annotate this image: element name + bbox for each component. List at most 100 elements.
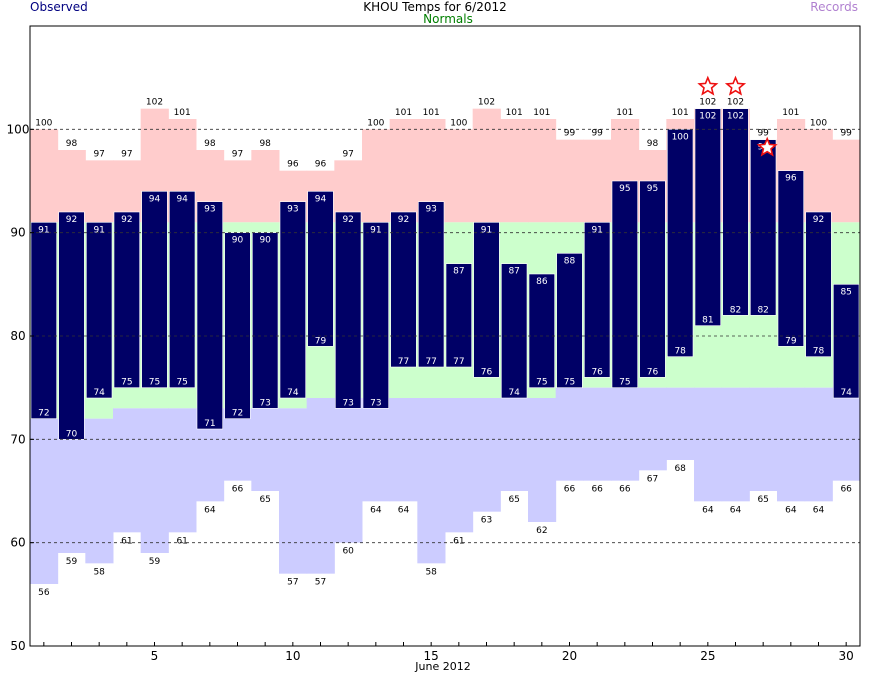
observed-high-label: 94 [149,194,161,204]
record-high-label: 98 [204,139,216,149]
record-high-label: 101 [782,108,799,118]
record-low-label: 57 [315,578,326,588]
legend-observed: Observed [30,0,88,14]
record-high-label: 100 [35,118,52,128]
x-tick-label: 30 [839,649,854,663]
record-low-label: 67 [647,474,658,484]
observed-bar [58,211,85,440]
record-low-band [389,398,418,502]
observed-bar [279,201,306,399]
observed-bar [113,211,140,388]
record-low-band [251,408,280,491]
record-low-label: 65 [757,495,768,505]
x-tick-label: 10 [285,649,300,663]
y-tick-label: 80 [10,329,25,343]
record-high-label: 101 [423,108,440,118]
observed-high-label: 88 [564,256,576,266]
record-low-label: 64 [204,505,216,515]
observed-high-label: 91 [370,225,381,235]
observed-high-label: 91 [38,225,49,235]
record-high-label: 100 [367,118,384,128]
record-star-icon [756,136,778,157]
observed-low-label: 70 [66,429,78,439]
record-high-label: 99 [591,129,603,139]
record-low-band [362,398,391,502]
y-tick-label: 50 [10,639,25,653]
record-high-label: 99 [564,129,576,139]
observed-bar [390,211,417,368]
record-low-label: 64 [813,505,825,515]
record-low-label: 59 [66,557,78,567]
record-low-label: 66 [619,485,631,495]
record-high-label: 102 [478,98,495,108]
observed-high-label: 87 [453,267,464,277]
observed-bar [335,211,362,409]
record-low-label: 60 [342,547,354,557]
record-low-band [334,398,363,543]
observed-bar [501,263,528,399]
y-tick-label: 60 [10,536,25,550]
record-high-label: 96 [315,160,327,170]
observed-bar [750,139,777,316]
observed-low-label: 75 [536,378,547,388]
observed-bar [528,273,555,388]
record-high-label: 101 [506,108,523,118]
observed-bar [805,211,832,357]
record-low-label: 64 [785,505,797,515]
record-high-label: 97 [93,149,104,159]
observed-bar [141,191,168,388]
record-low-band [777,387,806,502]
observed-bar [86,222,113,399]
y-tick-label: 70 [10,432,25,446]
record-high-label: 101 [616,108,633,118]
record-low-label: 57 [287,578,298,588]
record-low-band [721,387,750,502]
observed-high-label: 85 [840,287,851,297]
observed-high-label: 102 [699,112,716,122]
x-tick-label: 5 [151,649,159,663]
record-high-band [57,150,86,223]
observed-bar [418,201,445,368]
record-low-label: 61 [121,536,132,546]
observed-low-label: 79 [785,336,797,346]
observed-high-label: 92 [398,215,409,225]
observed-bar [224,232,251,419]
observed-bar [362,222,389,409]
observed-high-label: 100 [672,132,689,142]
observed-low-label: 76 [481,367,493,377]
observed-low-label: 77 [453,357,464,367]
y-tick-label: 90 [10,226,25,240]
record-high-label: 100 [810,118,827,128]
observed-low-label: 72 [232,409,243,419]
record-low-band [57,418,86,553]
record-high-label: 102 [699,98,716,108]
observed-low-label: 77 [425,357,436,367]
record-low-band [113,408,142,533]
observed-high-label: 90 [232,236,244,246]
observed-high-label: 96 [785,174,797,184]
record-high-band [555,139,584,223]
observed-bar [639,180,666,378]
observed-bar [556,253,583,388]
record-high-label: 102 [727,98,744,108]
record-low-label: 64 [702,505,714,515]
observed-high-label: 91 [591,225,602,235]
record-low-band [638,387,667,471]
observed-low-label: 75 [564,378,575,388]
record-high-label: 98 [66,139,78,149]
observed-bar [30,222,57,419]
record-high-label: 97 [121,149,132,159]
observed-low-label: 73 [342,398,353,408]
y-tick-label: 100 [7,122,30,136]
record-high-label: 100 [450,118,467,128]
observed-low-label: 78 [813,347,825,357]
record-high-band [500,119,529,223]
observed-low-label: 81 [702,316,713,326]
record-high-band [223,160,252,223]
record-low-band [140,408,169,553]
record-low-label: 65 [259,495,270,505]
record-low-band [30,418,59,584]
observed-high-label: 92 [66,215,77,225]
observed-high-label: 92 [342,215,353,225]
